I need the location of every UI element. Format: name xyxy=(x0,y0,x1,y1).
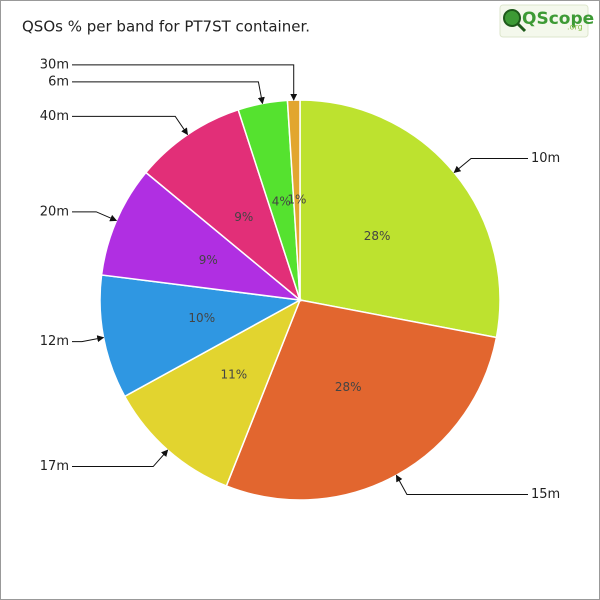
logo-suffix: .org xyxy=(567,23,583,32)
category-label: 30m xyxy=(40,57,69,72)
value-label: 9% xyxy=(199,253,218,267)
value-label: 28% xyxy=(364,229,391,243)
value-label: 1% xyxy=(287,193,306,207)
category-label: 40m xyxy=(40,109,69,124)
category-label: 15m xyxy=(531,487,560,502)
category-label: 12m xyxy=(40,334,69,349)
leader-line xyxy=(72,211,118,222)
category-label: 10m xyxy=(531,151,560,166)
logo-text: QScope xyxy=(522,9,594,29)
category-label: 17m xyxy=(40,459,69,474)
chart-title: QSOs % per band for PT7ST container. xyxy=(22,18,310,36)
leader-line xyxy=(72,64,298,101)
value-label: 9% xyxy=(234,210,253,224)
leader-line xyxy=(72,449,169,468)
logo-icon xyxy=(503,9,521,27)
leader-line xyxy=(395,474,528,496)
leader-line xyxy=(72,81,265,105)
value-label: 28% xyxy=(335,380,362,394)
leader-line xyxy=(72,335,105,343)
value-label: 10% xyxy=(188,311,215,325)
category-label: 6m xyxy=(48,74,69,89)
category-label: 20m xyxy=(40,204,69,219)
leader-line xyxy=(453,157,528,173)
leader-line xyxy=(72,115,188,136)
logo: QScope .org xyxy=(499,4,594,38)
logo-handle xyxy=(516,22,527,33)
value-label: 11% xyxy=(221,368,248,382)
value-label: 4% xyxy=(272,194,291,208)
